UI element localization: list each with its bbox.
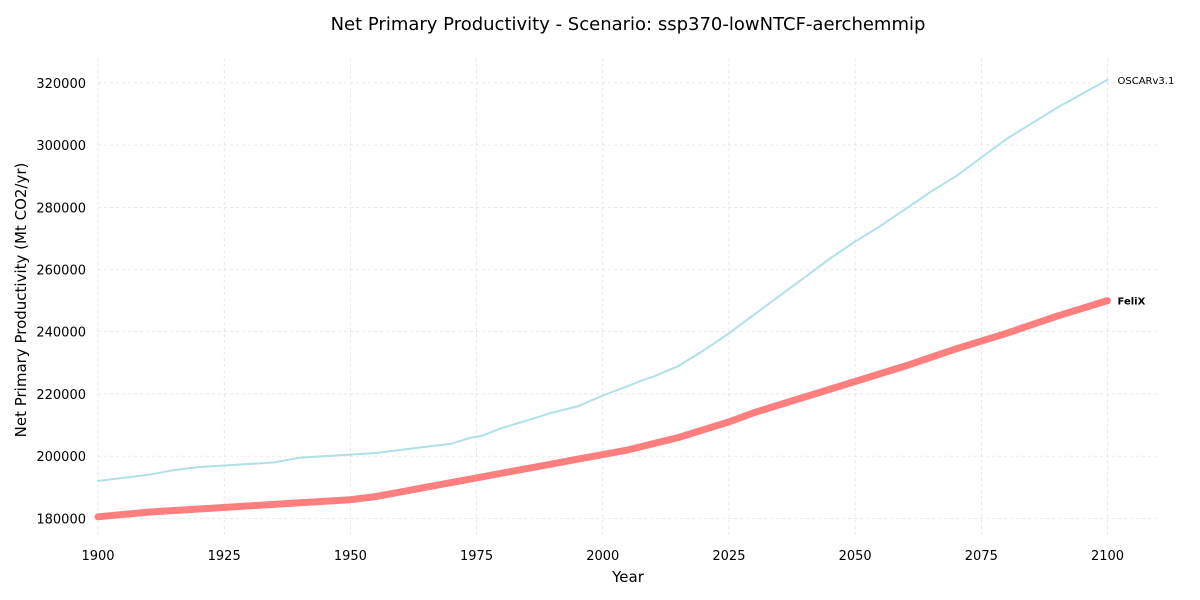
grid xyxy=(97,58,1158,537)
x-tick-label: 1900 xyxy=(81,549,114,564)
series-group: OSCARv3.1 FeliX xyxy=(94,76,1175,521)
x-tick-label: 1975 xyxy=(460,549,493,564)
x-tick-label: 2000 xyxy=(586,549,619,564)
y-tick-label: 240000 xyxy=(36,326,86,341)
y-tick-label: 220000 xyxy=(36,388,86,403)
y-tick-label: 300000 xyxy=(36,139,86,154)
y-tick-label: 180000 xyxy=(36,512,86,527)
x-tick-label: 1950 xyxy=(334,549,367,564)
x-axis-ticks: 1900 1925 1950 1975 2000 2025 2050 2075 2100 xyxy=(81,549,1124,564)
y-tick-label: 260000 xyxy=(36,264,86,279)
series-end-label: FeliX xyxy=(1118,297,1146,308)
chart-title: Net Primary Productivity - Scenario: ssp… xyxy=(331,14,926,35)
x-tick-label: 2025 xyxy=(712,549,745,564)
x-tick-label: 2075 xyxy=(965,549,998,564)
x-tick-label: 1925 xyxy=(208,549,241,564)
y-tick-label: 320000 xyxy=(36,77,86,92)
x-axis-label: Year xyxy=(611,568,645,586)
series-line-oscarv3-1 xyxy=(97,78,1109,482)
x-tick-label: 2100 xyxy=(1091,549,1124,564)
y-axis-label: Net Primary Productivity (Mt CO2/yr) xyxy=(12,163,30,438)
x-tick-label: 2050 xyxy=(839,549,872,564)
y-axis-ticks: 180000 200000 220000 240000 260000 280000 3000… xyxy=(36,77,86,527)
y-tick-label: 200000 xyxy=(36,450,86,465)
y-tick-label: 280000 xyxy=(36,201,86,216)
series-line-felix xyxy=(94,297,1111,521)
series-end-label: OSCARv3.1 xyxy=(1118,76,1175,87)
